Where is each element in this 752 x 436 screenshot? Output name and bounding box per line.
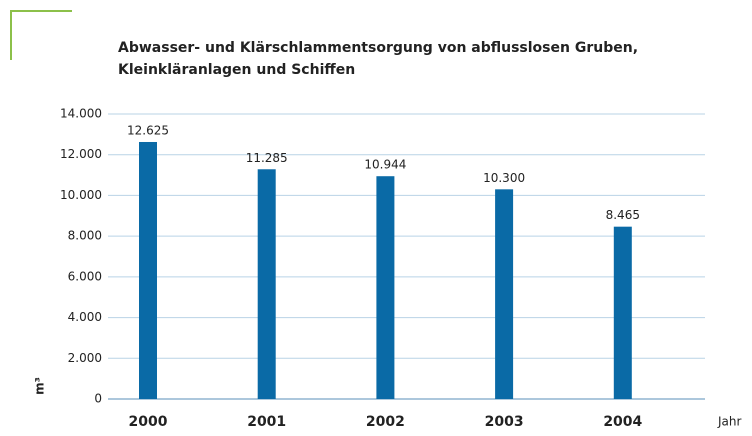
y-tick-label: 12.000 <box>60 147 102 161</box>
value-label: 10.944 <box>364 158 406 172</box>
x-tick-label: 2001 <box>247 414 286 430</box>
bar <box>139 141 157 399</box>
y-tick-label: 4.000 <box>68 310 102 324</box>
y-tick-label: 14.000 <box>60 107 102 121</box>
x-tick-label: 2000 <box>129 414 168 430</box>
bar <box>376 176 395 399</box>
x-tick-label: 2003 <box>485 414 524 430</box>
y-tick-label: 10.000 <box>60 188 102 202</box>
value-label: 12.625 <box>127 123 169 137</box>
x-tick-label: 2002 <box>366 414 405 430</box>
bar <box>495 189 514 399</box>
bar <box>257 169 276 399</box>
bar <box>613 226 632 399</box>
x-tick-label: 2004 <box>603 414 642 430</box>
y-tick-label: 0 <box>94 392 102 406</box>
x-axis-label: Jahr <box>717 415 741 429</box>
y-tick-label: 2.000 <box>68 351 102 365</box>
y-tick-label: 6.000 <box>68 269 102 283</box>
value-label: 10.300 <box>483 171 525 185</box>
value-label: 11.285 <box>246 151 288 165</box>
value-label: 8.465 <box>606 208 640 222</box>
corner-decoration <box>10 10 72 60</box>
chart-title: Abwasser- und Klärschlammentsorgung von … <box>118 40 639 78</box>
y-tick-label: 8.000 <box>68 229 102 243</box>
y-axis-label: m³ <box>33 377 47 395</box>
